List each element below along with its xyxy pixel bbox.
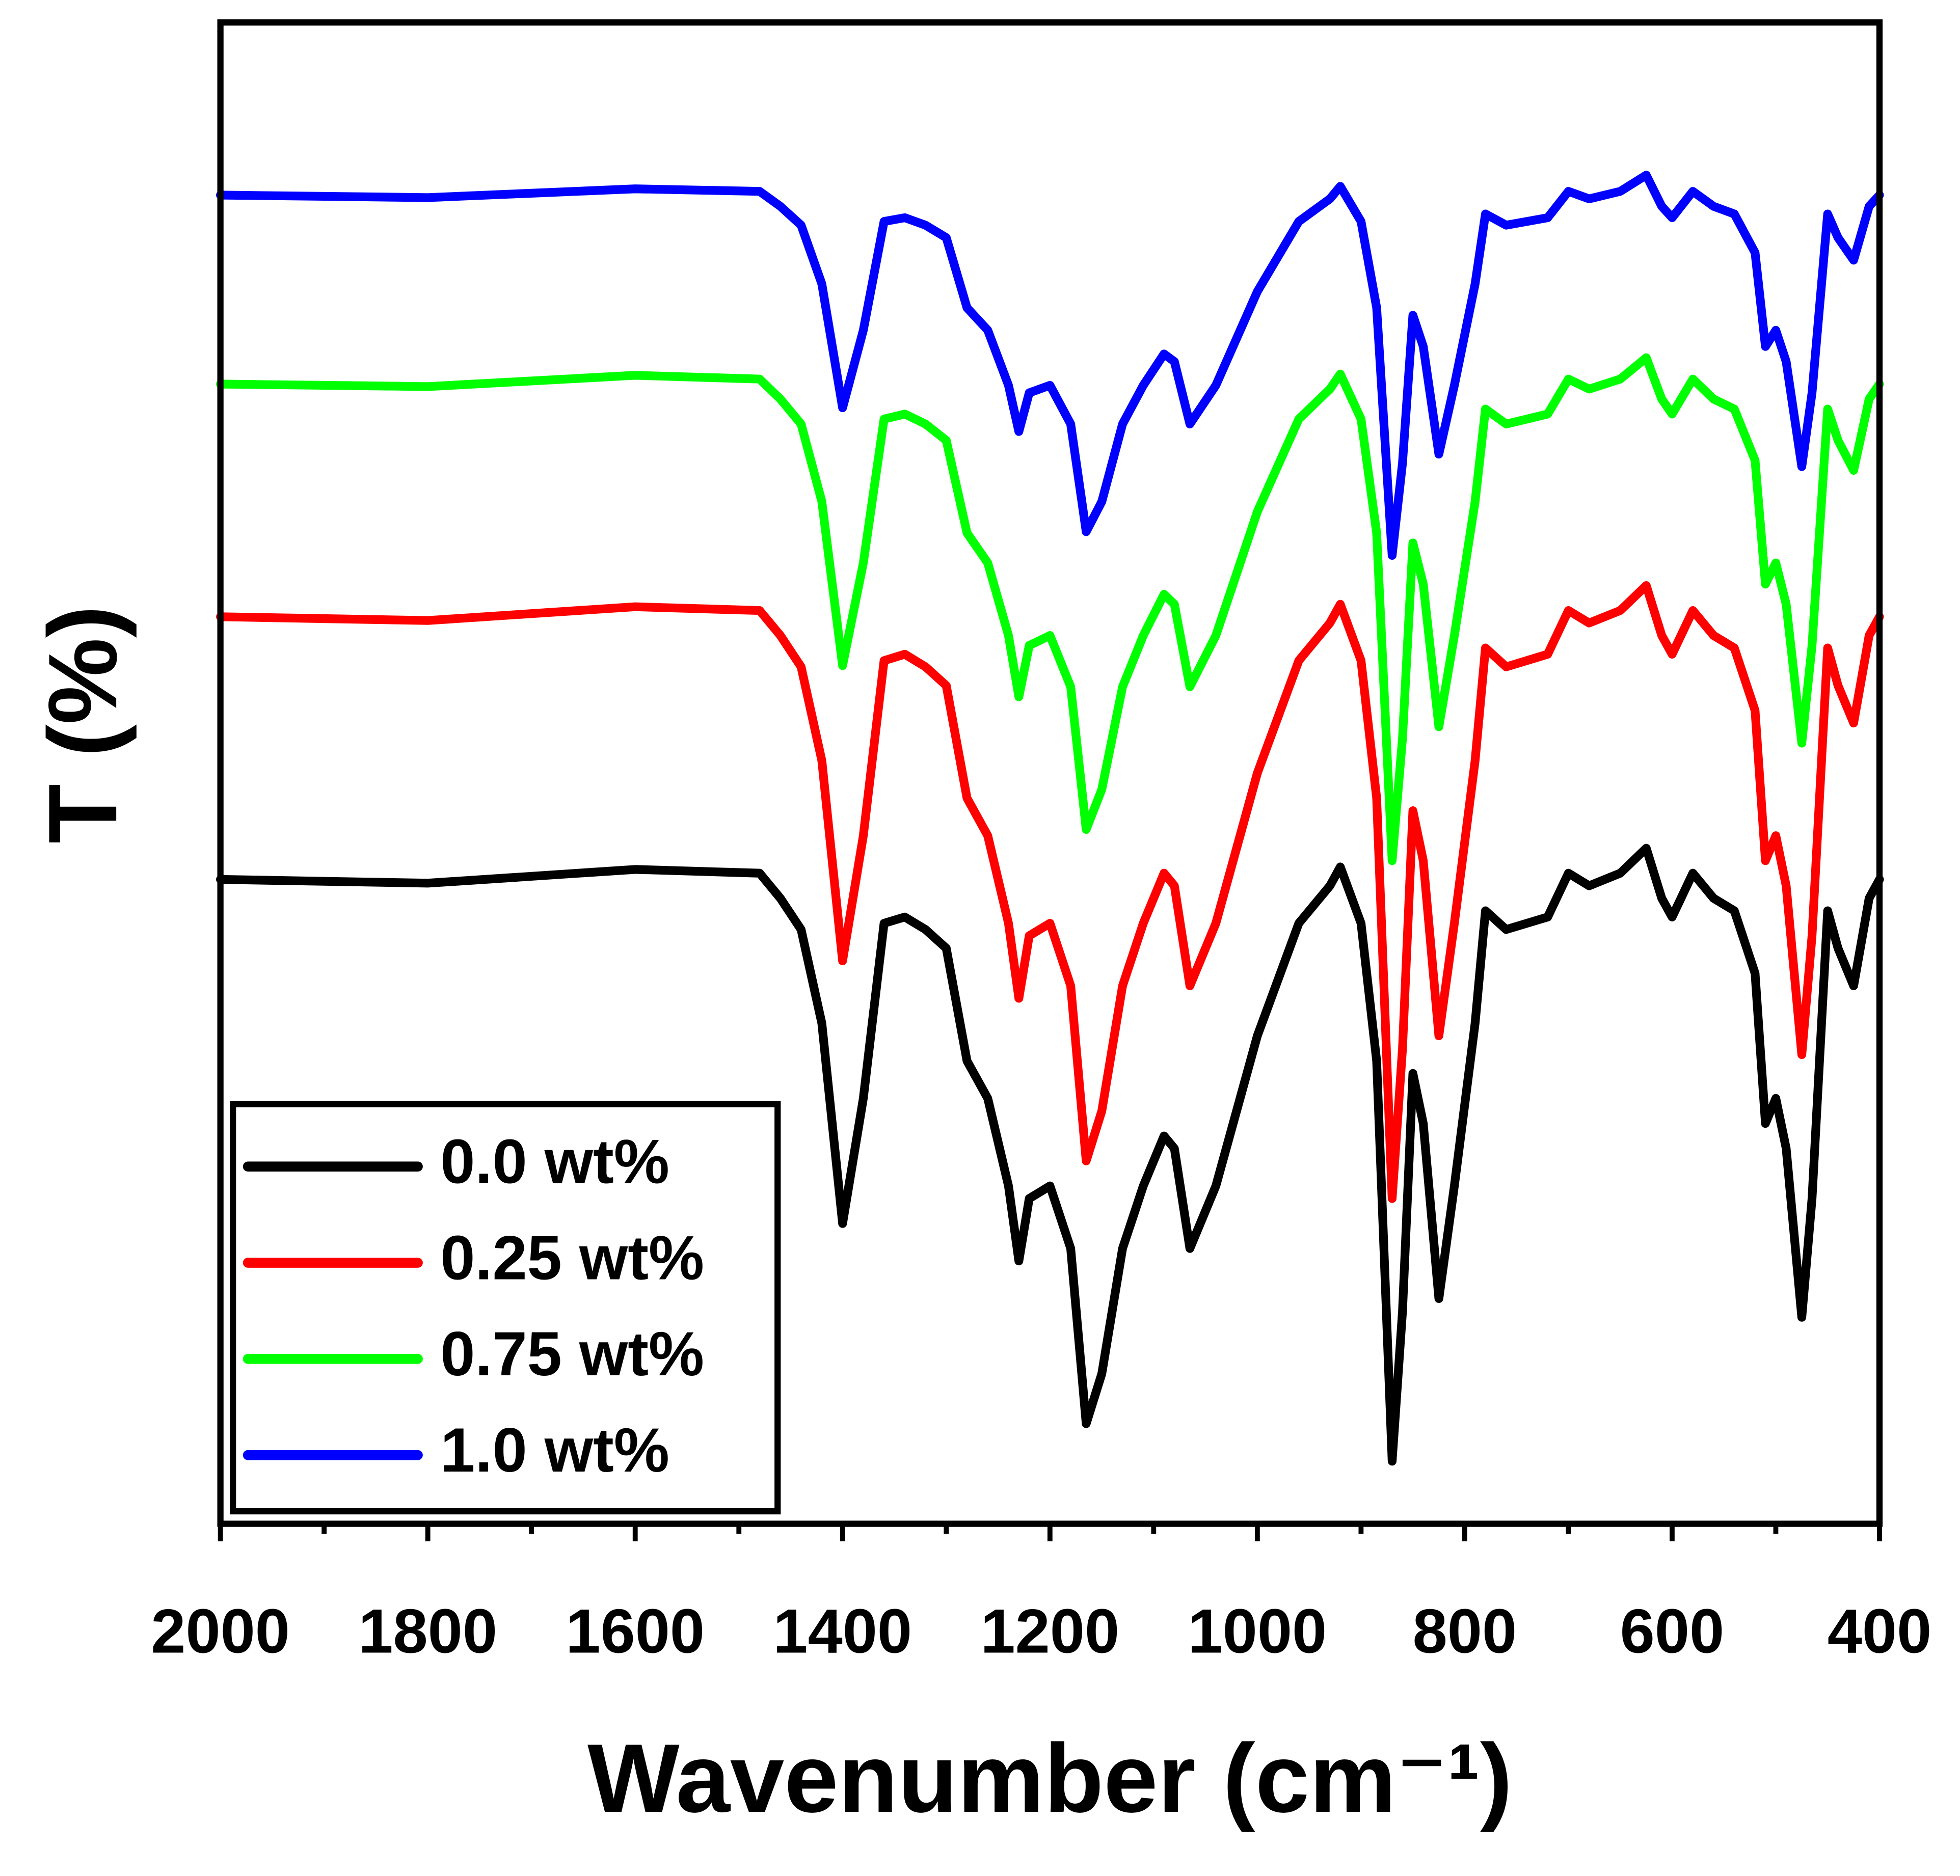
x-tick-label: 2000 <box>151 1596 290 1666</box>
spectrum-line <box>216 844 1884 1466</box>
spectrum-line <box>216 581 1884 1203</box>
legend: 0.0 wt% 0.25 wt% 0.75 wt% 1.0 wt% <box>230 1101 781 1515</box>
x-tick-label: 1800 <box>358 1596 497 1666</box>
y-axis-label: T (%) <box>28 606 137 844</box>
legend-label: 0.0 wt% <box>440 1127 669 1197</box>
legend-label: 0.25 wt% <box>440 1222 704 1292</box>
x-tick-label: 800 <box>1413 1596 1517 1666</box>
legend-label: 1.0 wt% <box>440 1415 669 1485</box>
legend-label: 0.75 wt% <box>440 1319 704 1389</box>
legend-box <box>230 1101 781 1515</box>
x-axis-label: Wavenumber (cm⁻¹) <box>587 1724 1512 1833</box>
x-tick-label: 1600 <box>566 1596 705 1666</box>
spectrum-line <box>216 353 1884 865</box>
x-tick-label: 400 <box>1828 1596 1932 1666</box>
spectrum-line <box>216 171 1884 560</box>
x-tick-label: 1200 <box>980 1596 1119 1666</box>
x-tick-label: 1000 <box>1188 1596 1327 1666</box>
x-tick-label: 1400 <box>773 1596 912 1666</box>
x-tick-label: 600 <box>1620 1596 1725 1666</box>
